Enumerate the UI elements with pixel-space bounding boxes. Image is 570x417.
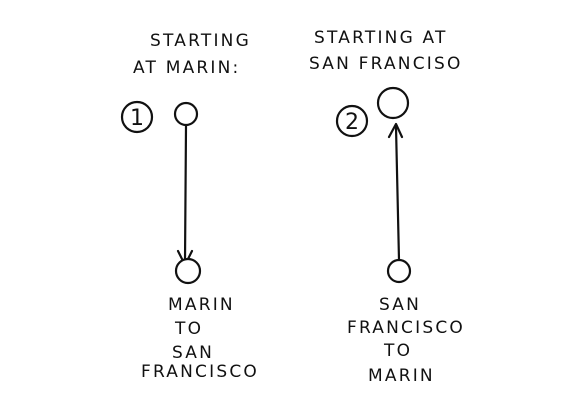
- edge-sf-to-marin: [394, 125, 401, 262]
- panel-1-label-line-1: MARIN: [168, 295, 235, 315]
- panel-san-francisco: STARTING AT SAN FRANCISO 2 SAN FRANCISCO…: [309, 28, 465, 386]
- panel-2-label-line-3: TO: [383, 341, 412, 361]
- panel-1-heading-line-2: AT MARIN:: [133, 58, 240, 78]
- step-badge-1: 1: [120, 100, 154, 134]
- panel-marin: STARTING AT MARIN: 1 MARIN TO SAN FRANCI…: [120, 31, 259, 382]
- panel-1-label-line-2: TO: [174, 319, 203, 339]
- panel-1-heading-line-1: STARTING: [150, 31, 251, 51]
- panel-1-label-line-3: SAN: [172, 343, 214, 363]
- step-badge-2: 2: [335, 104, 369, 138]
- node-end-marin: [376, 86, 410, 120]
- node-start-sf: [386, 258, 412, 284]
- panel-2-label-line-1: SAN: [379, 295, 421, 315]
- step-badge-1-number: 1: [130, 106, 144, 131]
- panel-2-label-line-4: MARIN: [368, 366, 435, 386]
- step-badge-2-number: 2: [345, 110, 359, 135]
- step-badge-2-circle: [335, 104, 369, 138]
- panel-2-heading-line-2: SAN FRANCISO: [309, 54, 463, 74]
- node-end-sf: [174, 257, 202, 285]
- edge-marin-to-sf: [183, 124, 188, 264]
- panel-1-label-line-4: FRANCISCO: [141, 362, 259, 382]
- arrowhead-up: [387, 122, 404, 139]
- step-badge-1-circle: [120, 100, 154, 134]
- node-start-marin: [173, 101, 199, 127]
- panel-2-heading-line-1: STARTING AT: [314, 28, 448, 48]
- panel-2-label-line-2: FRANCISCO: [347, 318, 465, 338]
